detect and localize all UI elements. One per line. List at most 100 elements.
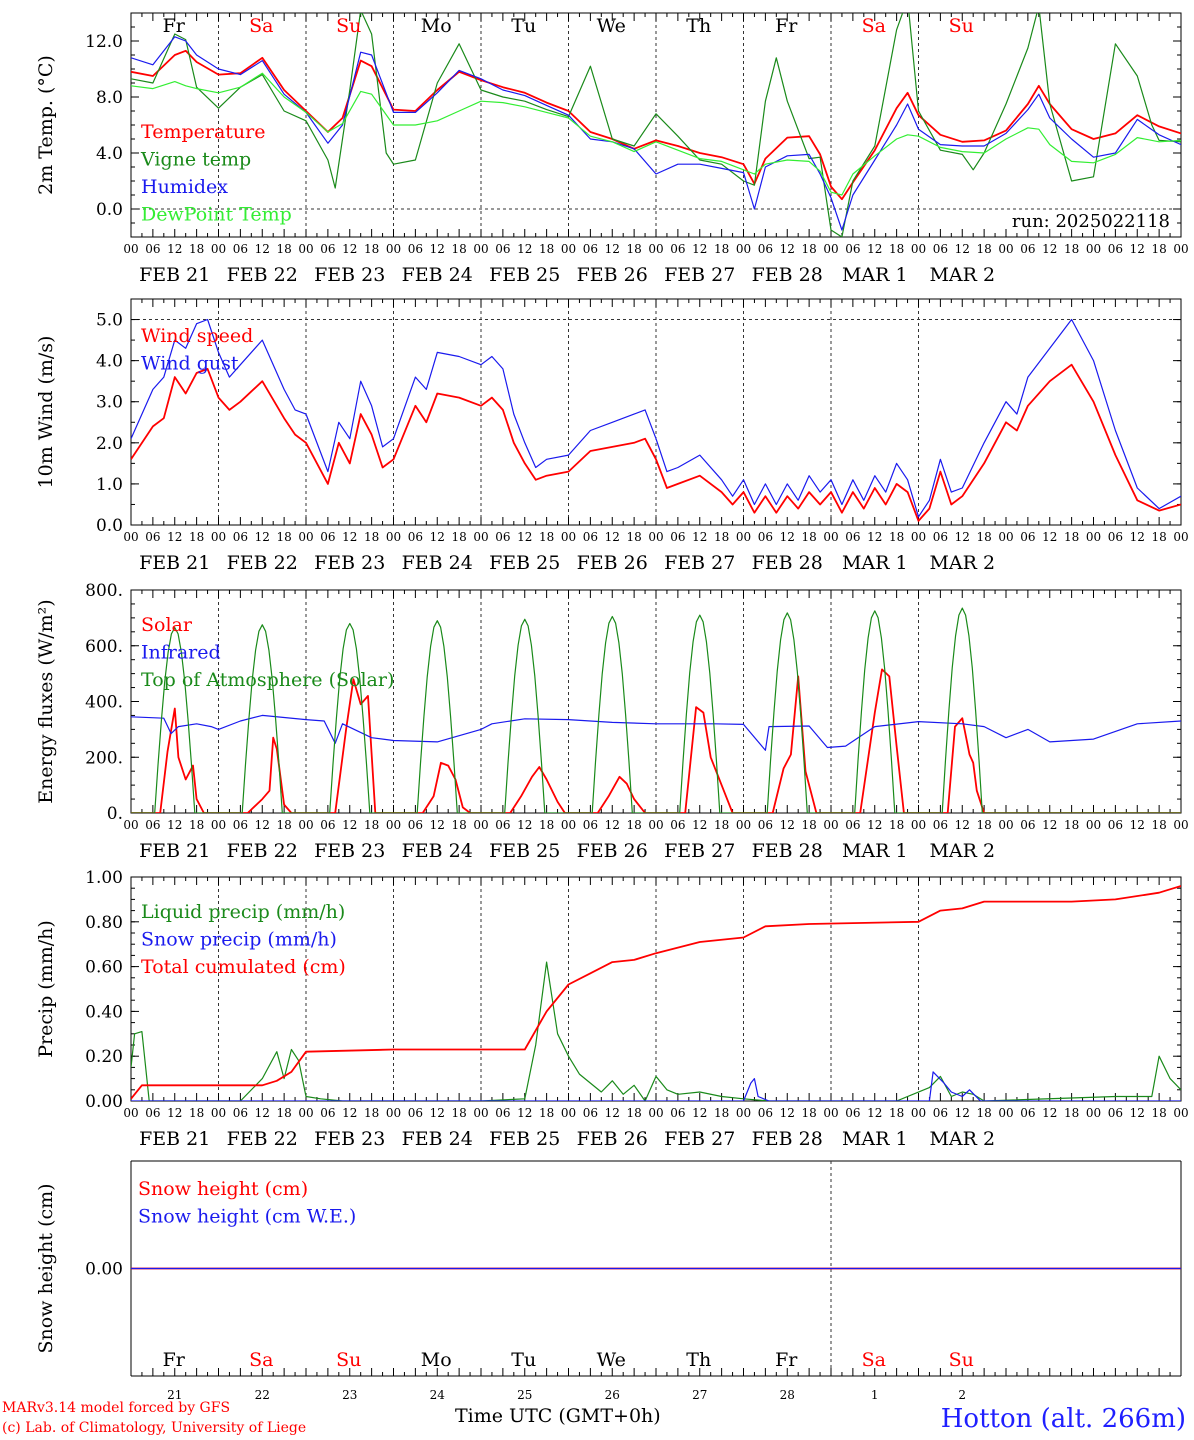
hour-tick-label: 06 — [670, 242, 685, 256]
hour-tick-label: 18 — [801, 530, 816, 544]
hour-tick-label: 06 — [845, 530, 860, 544]
hour-tick-label: 00 — [998, 242, 1013, 256]
hour-tick-label: 18 — [889, 242, 904, 256]
hour-tick-label: 00 — [736, 1106, 751, 1120]
day-number-label: 27 — [692, 1388, 707, 1402]
hour-tick-label: 06 — [145, 1106, 160, 1120]
hour-tick-label: 00 — [1173, 1106, 1188, 1120]
hour-tick-label: 12 — [955, 530, 970, 544]
y-axis-label: Snow height (cm) — [35, 1183, 57, 1353]
hour-tick-label: 18 — [539, 242, 554, 256]
day-number-label: 2 — [958, 1388, 966, 1402]
hour-tick-label: 12 — [780, 530, 795, 544]
hour-tick-label: 00 — [911, 818, 926, 832]
date-label: MAR 2 — [929, 552, 995, 574]
hour-tick-label: 18 — [189, 530, 204, 544]
hour-tick-label: 00 — [298, 818, 313, 832]
weekday-label: Tu — [511, 1349, 536, 1371]
hour-tick-label: 12 — [430, 242, 445, 256]
hour-tick-label: 18 — [539, 818, 554, 832]
hour-tick-label: 18 — [714, 818, 729, 832]
date-label: FEB 28 — [752, 840, 823, 862]
series-line-blue — [131, 36, 1181, 231]
hour-tick-label: 12 — [517, 530, 532, 544]
legend-entry: Snow precip (mm/h) — [141, 929, 337, 951]
weekday-label: Su — [949, 1349, 974, 1371]
hour-tick-label: 12 — [867, 818, 882, 832]
hour-tick-label: 12 — [1130, 818, 1145, 832]
hour-tick-label: 18 — [889, 530, 904, 544]
y-tick-label: 800. — [85, 581, 123, 601]
hour-tick-label: 06 — [145, 818, 160, 832]
legend-entry: Liquid precip (mm/h) — [141, 901, 345, 923]
hour-tick-label: 12 — [342, 1106, 357, 1120]
hour-tick-label: 00 — [911, 242, 926, 256]
hour-tick-label: 12 — [255, 1106, 270, 1120]
hour-tick-label: 00 — [473, 818, 488, 832]
series-line-darkgreen — [131, 13, 1181, 237]
y-tick-label: 1.00 — [85, 868, 123, 888]
legend-entry: Humidex — [141, 176, 228, 198]
legend-entry: Snow height (cm W.E.) — [138, 1206, 356, 1228]
hour-tick-label: 12 — [1042, 818, 1057, 832]
day-number-label: 28 — [780, 1388, 795, 1402]
weekday-label: Fr — [163, 1349, 186, 1371]
hour-tick-label: 00 — [1086, 1106, 1101, 1120]
hour-tick-label: 00 — [998, 1106, 1013, 1120]
hour-tick-label: 18 — [189, 1106, 204, 1120]
hour-tick-label: 12 — [342, 818, 357, 832]
y-tick-label: 0.0 — [96, 200, 123, 220]
date-label: FEB 21 — [139, 1128, 210, 1150]
series-line-red — [131, 49, 1181, 201]
hour-tick-label: 06 — [583, 530, 598, 544]
hour-tick-label: 18 — [189, 818, 204, 832]
legend-entry: Infrared — [141, 642, 221, 664]
weekday-label: Fr — [775, 15, 798, 37]
hour-tick-label: 00 — [298, 242, 313, 256]
hour-tick-label: 00 — [998, 818, 1013, 832]
hour-tick-label: 06 — [670, 1106, 685, 1120]
hour-tick-label: 12 — [430, 818, 445, 832]
hour-tick-label: 06 — [320, 530, 335, 544]
hour-tick-label: 12 — [517, 1106, 532, 1120]
date-label: FEB 26 — [577, 552, 648, 574]
y-axis-label: 2m Temp. (°C) — [35, 55, 57, 195]
series-line-darkgreen — [131, 961, 1181, 1101]
hour-tick-label: 18 — [276, 818, 291, 832]
hour-tick-label: 00 — [386, 1106, 401, 1120]
hour-tick-label: 12 — [1042, 242, 1057, 256]
date-label: FEB 25 — [489, 264, 560, 286]
y-tick-label: 3.0 — [96, 393, 123, 413]
hour-tick-label: 06 — [845, 242, 860, 256]
hour-tick-label: 18 — [364, 818, 379, 832]
hour-tick-label: 00 — [211, 530, 226, 544]
hour-tick-label: 18 — [801, 1106, 816, 1120]
date-label: FEB 24 — [402, 264, 473, 286]
y-axis-label: Precip (mm/h) — [35, 920, 57, 1058]
hour-tick-label: 06 — [758, 818, 773, 832]
hour-tick-label: 12 — [1042, 1106, 1057, 1120]
chart-panel-5: 0.00 Snow height (cm) Snow height (cm) Snow… — [35, 1160, 1182, 1402]
date-label: FEB 28 — [752, 1128, 823, 1150]
weekday-label: We — [597, 15, 626, 37]
hour-tick-label: 12 — [517, 818, 532, 832]
weekday-label: Su — [949, 15, 974, 37]
hour-tick-label: 06 — [1108, 1106, 1123, 1120]
date-label: MAR 1 — [842, 840, 908, 862]
hour-tick-label: 00 — [823, 530, 838, 544]
hour-tick-label: 00 — [1173, 242, 1188, 256]
hour-tick-label: 06 — [933, 530, 948, 544]
day-number-label: 26 — [605, 1388, 620, 1402]
hour-tick-label: 18 — [451, 530, 466, 544]
hour-tick-label: 00 — [648, 1106, 663, 1120]
y-tick-label: 0.40 — [85, 1002, 123, 1022]
hour-tick-label: 18 — [451, 242, 466, 256]
chart-panel-3: 800. 600. 400. 200. 0. Energy fluxes (W/m²) So… — [35, 581, 1189, 862]
series-group — [131, 13, 1181, 237]
weekday-label: Sa — [862, 1349, 886, 1371]
hour-tick-label: 12 — [167, 530, 182, 544]
hour-tick-label: 18 — [1151, 530, 1166, 544]
hour-tick-label: 00 — [561, 1106, 576, 1120]
date-label: MAR 1 — [842, 1128, 908, 1150]
hour-tick-label: 18 — [626, 242, 641, 256]
